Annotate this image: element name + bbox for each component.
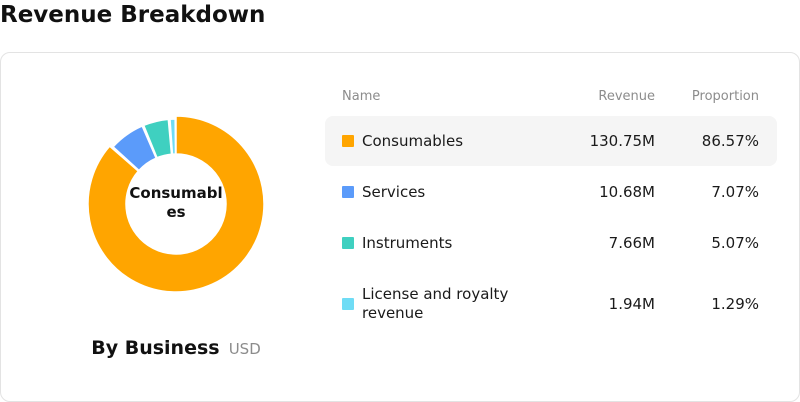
row-revenue: 10.68M [599, 183, 655, 201]
row-name: Consumables [362, 131, 464, 150]
header-revenue: Revenue [598, 88, 655, 104]
page-title: Revenue Breakdown [0, 2, 266, 28]
row-name: Instruments [362, 233, 453, 252]
donut-slice-instruments[interactable] [142, 118, 173, 159]
legend-swatch [342, 298, 354, 310]
breakdown-table: Name Revenue Proportion Consumables 130.… [325, 83, 777, 339]
row-proportion: 5.07% [711, 234, 759, 252]
donut-center-label: Consumables [129, 184, 223, 221]
revenue-card: Consumables By Business USD Name Revenue… [0, 52, 800, 402]
row-proportion: 86.57% [701, 132, 759, 150]
row-revenue: 130.75M [589, 132, 655, 150]
table-header: Name Revenue Proportion [325, 83, 777, 109]
donut-slice-services[interactable] [112, 125, 158, 172]
header-name: Name [342, 88, 381, 104]
chart-caption: By Business USD [1, 337, 351, 359]
chart-unit: USD [228, 340, 261, 358]
table-row[interactable]: Services 10.68M 7.07% [325, 167, 777, 217]
table-row[interactable]: Instruments 7.66M 5.07% [325, 218, 777, 268]
table-row[interactable]: License and royalty revenue 1.94M 1.29% [325, 269, 777, 339]
row-proportion: 7.07% [711, 183, 759, 201]
table-row[interactable]: Consumables 130.75M 86.57% [325, 116, 777, 166]
row-proportion: 1.29% [711, 295, 759, 313]
donut-chart[interactable] [87, 115, 265, 293]
legend-swatch [342, 237, 354, 249]
legend-swatch [342, 186, 354, 198]
row-name: Services [362, 182, 426, 201]
chart-title: By Business [91, 337, 220, 359]
row-name: License and royalty revenue [362, 285, 509, 322]
donut-slice-consumables[interactable] [87, 115, 265, 293]
header-proportion: Proportion [691, 88, 759, 104]
legend-swatch [342, 135, 354, 147]
row-revenue: 7.66M [608, 234, 655, 252]
chart-area: Consumables By Business USD [1, 53, 331, 402]
donut-slice-license-and-royalty-revenue[interactable] [169, 118, 177, 155]
row-revenue: 1.94M [608, 295, 655, 313]
